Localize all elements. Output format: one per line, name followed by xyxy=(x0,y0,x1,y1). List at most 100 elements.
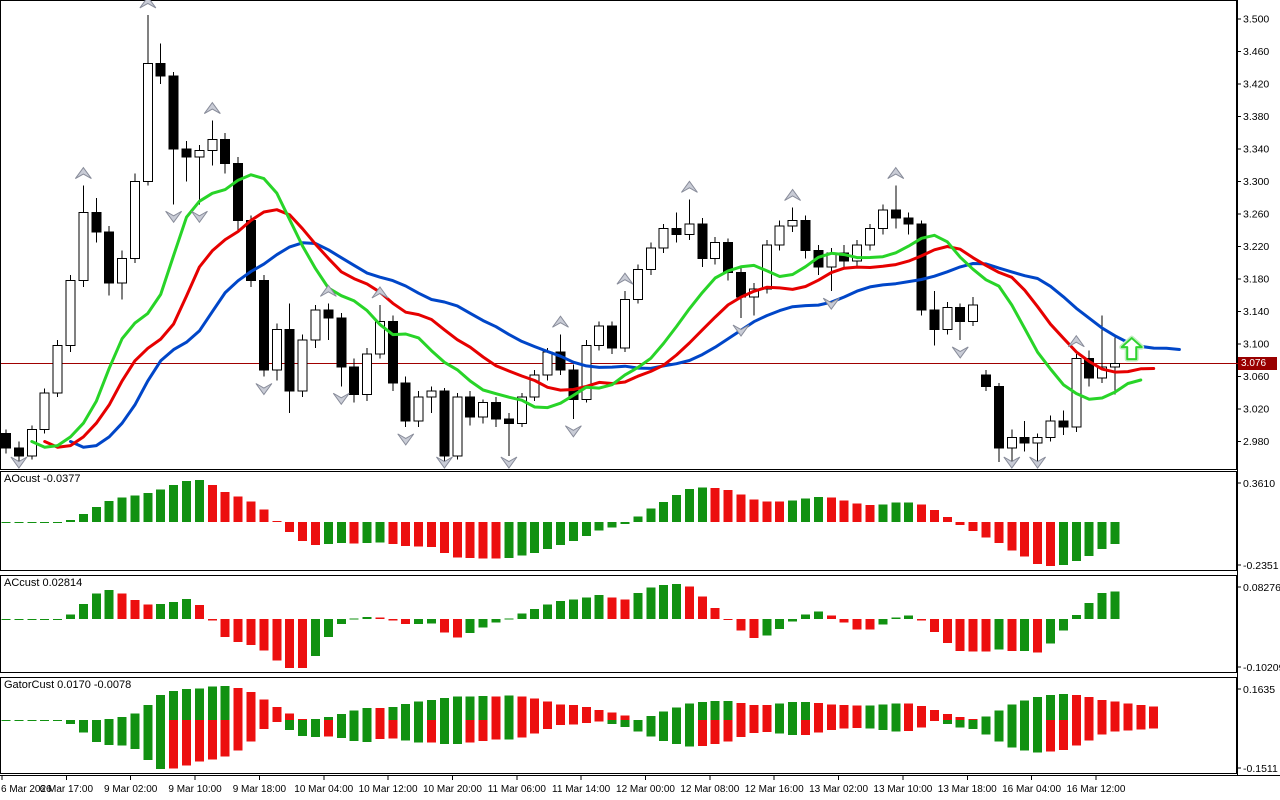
indicator-panel-gator[interactable] xyxy=(0,677,1237,773)
time-axis[interactable] xyxy=(0,775,1280,800)
histogram-bar xyxy=(594,720,604,722)
histogram-bar xyxy=(272,720,282,723)
histogram-bar xyxy=(1097,720,1107,735)
histogram-bar xyxy=(929,618,939,632)
candle-body xyxy=(800,220,811,252)
histogram-bar xyxy=(878,504,888,523)
histogram-bar xyxy=(91,593,101,619)
histogram-bar xyxy=(697,596,707,619)
histogram-bar xyxy=(452,720,462,745)
histogram-bar xyxy=(336,714,346,721)
panel-border-1 xyxy=(0,575,1237,673)
histogram-bar xyxy=(646,587,656,619)
histogram-bar xyxy=(620,715,630,721)
histogram-bar xyxy=(1020,618,1030,651)
histogram-bar xyxy=(749,618,759,638)
histogram-bar xyxy=(91,720,101,742)
histogram-bar xyxy=(942,720,952,725)
fractal-up-icon xyxy=(552,315,569,328)
histogram-bar xyxy=(233,687,243,721)
histogram-bar xyxy=(336,618,346,624)
histogram-bar xyxy=(594,710,604,721)
histogram-bar xyxy=(555,720,565,725)
histogram-bar xyxy=(568,720,578,725)
histogram-bar xyxy=(169,601,179,619)
candle-body xyxy=(336,317,347,368)
histogram-bar xyxy=(182,688,192,721)
candle-body xyxy=(903,217,914,225)
candle-body xyxy=(529,374,540,398)
histogram-bar xyxy=(143,704,153,721)
histogram-bar xyxy=(504,720,514,740)
x-axis-label: 6 Mar 17:00 xyxy=(40,784,94,795)
histogram-bar xyxy=(272,618,282,661)
histogram-bar xyxy=(710,701,720,721)
histogram-bar xyxy=(904,703,914,721)
indicator-panel-ao[interactable] xyxy=(0,471,1237,570)
main-chart-area[interactable] xyxy=(0,0,1237,470)
histogram-bar xyxy=(427,700,437,721)
histogram-bar xyxy=(478,696,488,721)
histogram-bar xyxy=(994,720,1004,742)
histogram-bar xyxy=(813,496,823,523)
histogram-bar xyxy=(517,720,527,738)
histogram-bar xyxy=(517,613,527,619)
histogram-bar xyxy=(530,609,540,619)
candle-body xyxy=(452,396,463,457)
histogram-bar xyxy=(349,710,359,721)
fractal-down-icon xyxy=(1029,456,1047,469)
histogram-bar xyxy=(697,702,707,721)
histogram-bar xyxy=(65,720,75,724)
histogram-bar xyxy=(955,720,965,728)
price-axis[interactable] xyxy=(1237,0,1280,775)
candle-body xyxy=(1109,363,1120,368)
candle-body xyxy=(220,138,231,165)
histogram-bar xyxy=(156,489,166,523)
histogram-bar xyxy=(659,501,669,523)
histogram-bar xyxy=(388,618,398,621)
histogram-bar xyxy=(78,514,88,523)
histogram-bar xyxy=(375,617,385,619)
histogram-bar xyxy=(762,618,772,636)
candle-body xyxy=(233,163,244,221)
histogram-bar xyxy=(388,706,398,721)
x-axis-label: 10 Mar 12:00 xyxy=(359,784,418,795)
histogram-bar xyxy=(917,504,927,523)
y-axis-label: 3.420 xyxy=(1243,79,1269,91)
histogram-bar xyxy=(143,604,153,619)
histogram-bar xyxy=(530,720,540,734)
histogram-bar xyxy=(543,604,553,619)
y-axis-label: 3.380 xyxy=(1243,111,1269,123)
histogram-bar xyxy=(568,599,578,619)
histogram-bar xyxy=(1045,720,1055,752)
candle-body xyxy=(387,320,398,384)
candle-body xyxy=(658,228,669,249)
histogram-bar xyxy=(14,720,24,722)
histogram-bar xyxy=(697,720,707,746)
candle-body xyxy=(91,211,102,233)
fractal-up-icon xyxy=(887,166,905,179)
histogram-bar xyxy=(362,720,372,743)
histogram-bar xyxy=(826,720,836,730)
candle-body xyxy=(645,247,656,270)
indicator-panel-ac[interactable] xyxy=(0,575,1237,672)
histogram-bar xyxy=(607,522,617,528)
histogram-bar xyxy=(852,618,862,630)
histogram-bar xyxy=(1110,522,1120,544)
y-axis-label: 2.980 xyxy=(1243,436,1269,448)
histogram-bar xyxy=(78,720,88,733)
y-axis-label: 3.180 xyxy=(1243,274,1269,286)
histogram-bar xyxy=(942,618,952,643)
histogram-bar xyxy=(104,501,114,523)
histogram-bar xyxy=(452,522,462,558)
histogram-bar xyxy=(285,720,295,731)
x-axis-label: 13 Mar 18:00 xyxy=(938,784,997,795)
histogram-bar xyxy=(310,618,320,657)
histogram-bar xyxy=(684,586,694,619)
histogram-bar xyxy=(233,618,243,643)
histogram-bar xyxy=(439,618,449,633)
fractal-up-icon xyxy=(371,286,389,299)
histogram-bar xyxy=(749,720,759,733)
histogram-bar xyxy=(788,720,798,736)
candle-body xyxy=(155,63,166,77)
